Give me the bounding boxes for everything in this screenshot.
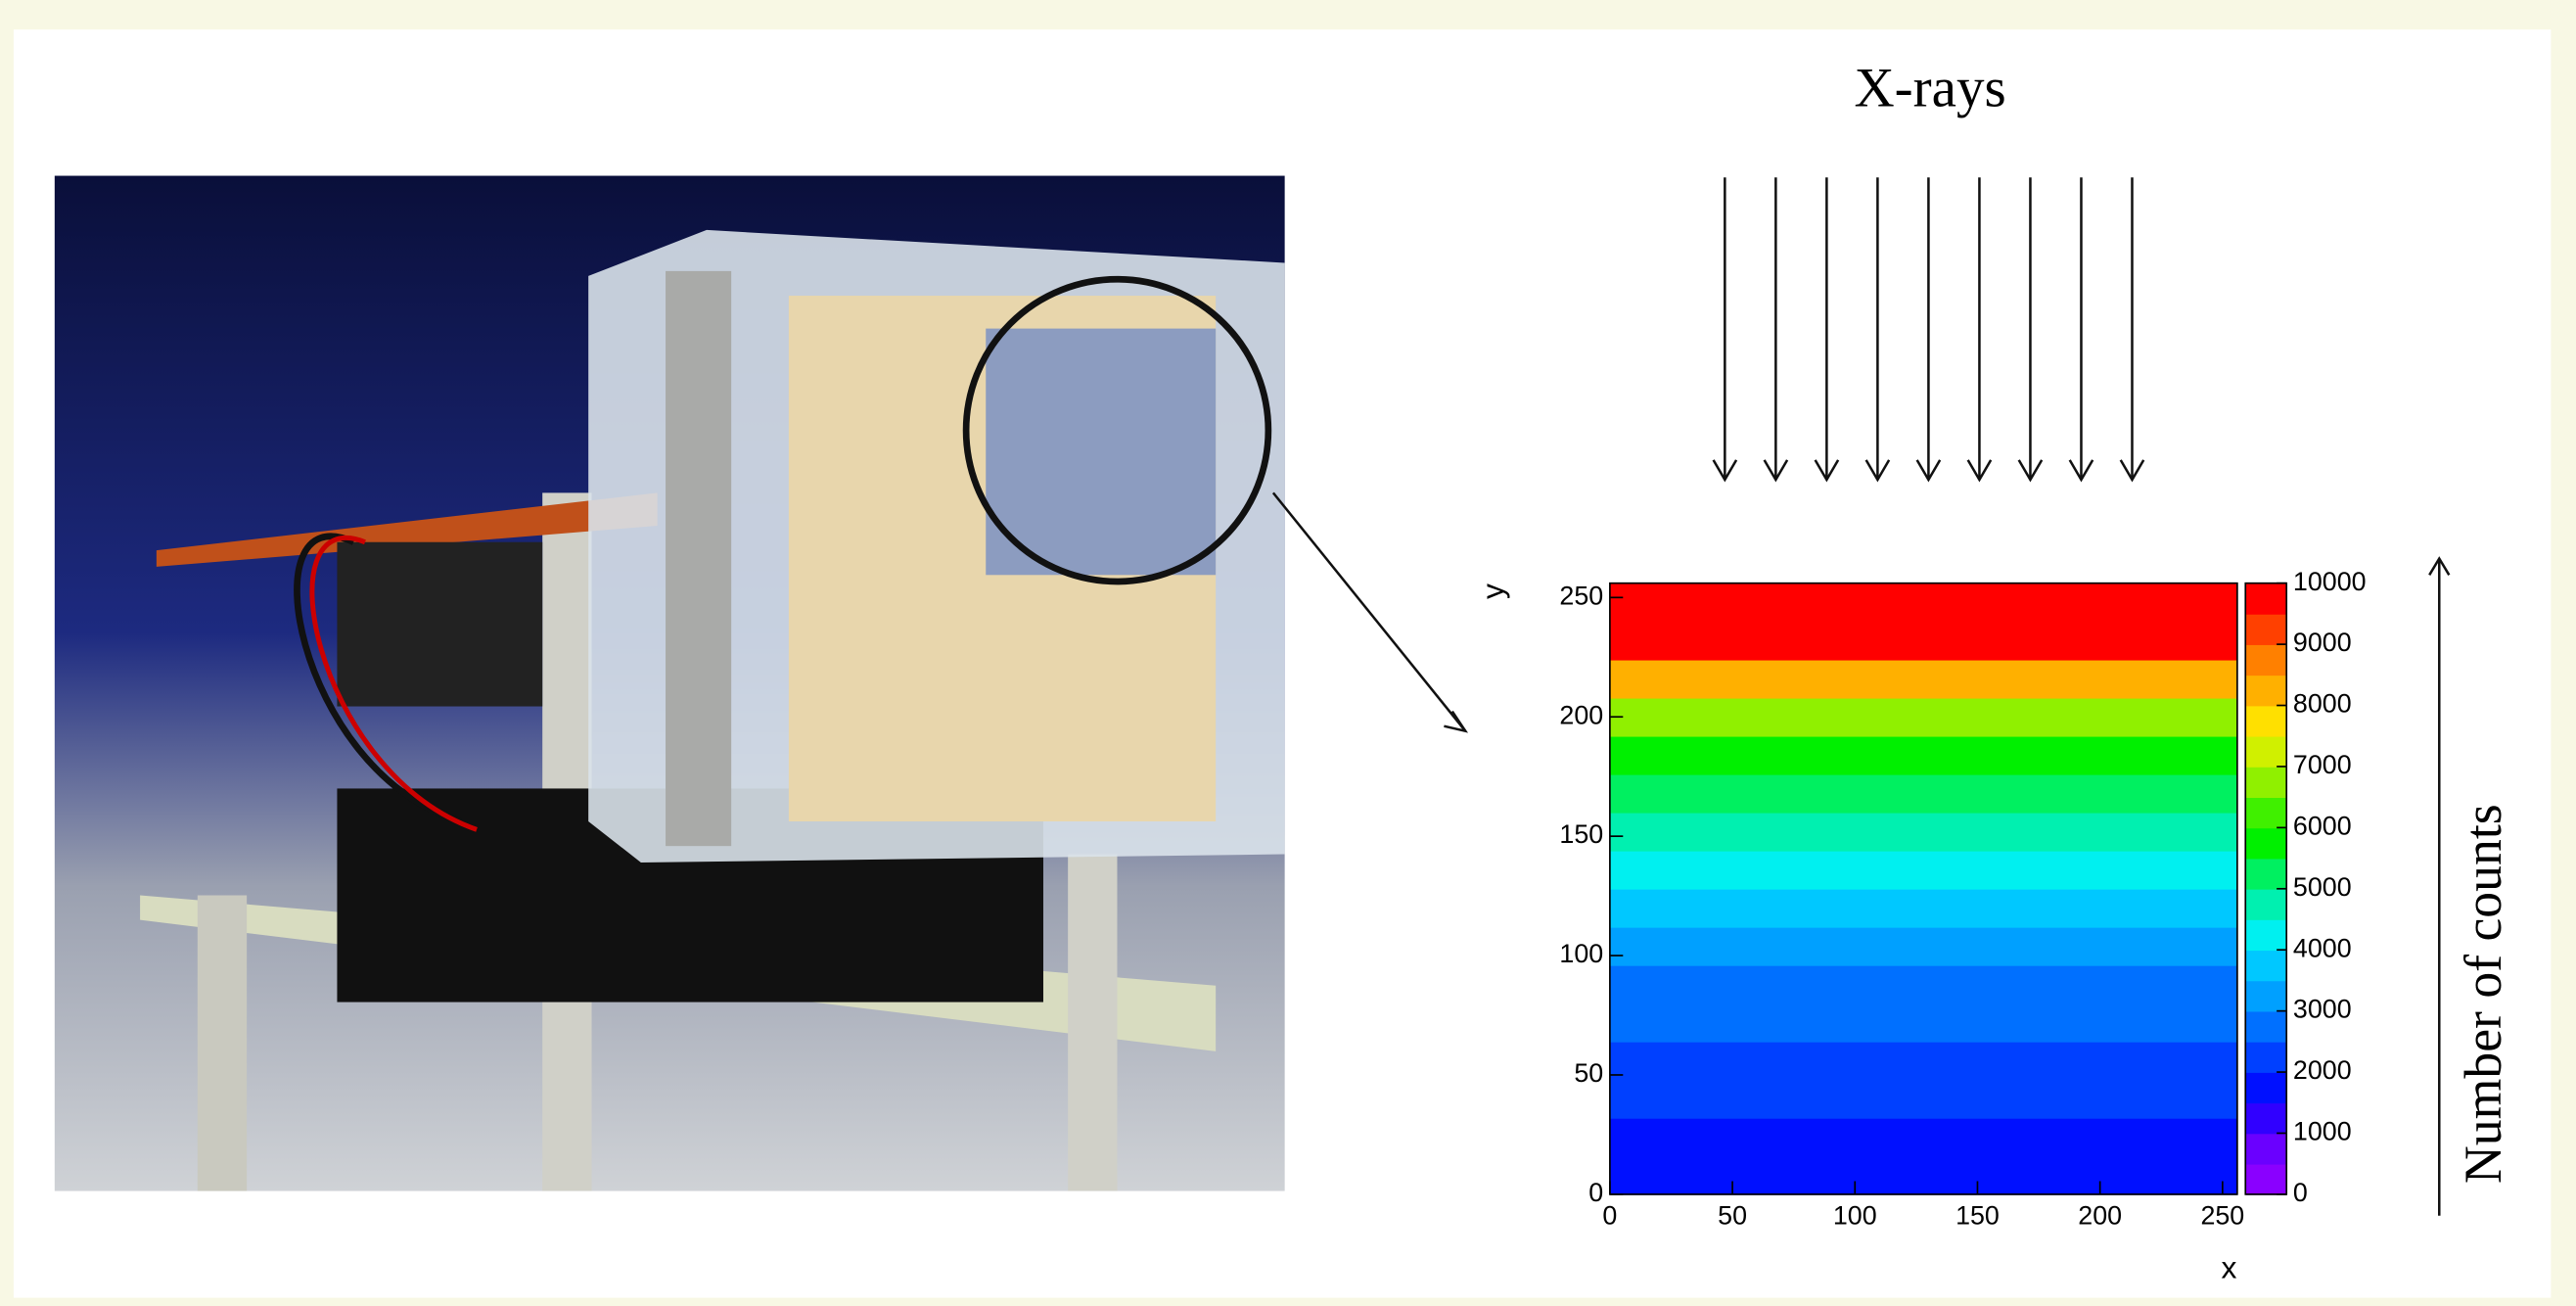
y-tick-label: 100 xyxy=(1559,939,1603,968)
arrowhead xyxy=(1864,459,1891,483)
colorbar-tick-label: 6000 xyxy=(2293,811,2352,840)
colorbar-tick-label: 5000 xyxy=(2293,872,2352,902)
x-tick-label: 0 xyxy=(1602,1200,1617,1230)
colorbar-tick-label: 1000 xyxy=(2293,1117,2352,1146)
arrowhead xyxy=(1763,459,1789,483)
heatmap-cell xyxy=(1609,659,2237,699)
colorbar-band xyxy=(2245,766,2287,798)
xrays-label: X-rays xyxy=(1854,58,2005,119)
xray-arrows xyxy=(1712,177,2145,483)
colorbar-band xyxy=(2245,1041,2287,1073)
heatmap-cell xyxy=(1609,850,2237,890)
y-tick-label: 150 xyxy=(1559,819,1603,849)
heatmap-cell xyxy=(1609,964,2237,1004)
colorbar-band xyxy=(2245,919,2287,952)
heatmap-cell xyxy=(1609,1003,2237,1043)
y-axis-label: y xyxy=(1475,583,1510,599)
x-tick-label: 50 xyxy=(1718,1200,1747,1230)
heatmap-cell xyxy=(1609,583,2237,623)
heatmap-cell xyxy=(1609,697,2237,737)
x-tick-label: 200 xyxy=(2078,1200,2122,1230)
colorbar-band xyxy=(2245,1133,2287,1165)
counts-arrowhead xyxy=(2428,556,2451,576)
x-axis-label: x xyxy=(2222,1250,2237,1285)
colorbar-tick-label: 7000 xyxy=(2293,750,2352,779)
colorbar-tick-label: 10000 xyxy=(2293,567,2367,596)
colorbar-tick-label: 9000 xyxy=(2293,628,2352,657)
colorbar-tick-label: 4000 xyxy=(2293,933,2352,962)
heatmap-cell xyxy=(1609,1117,2237,1157)
colorbar-tick-label: 0 xyxy=(2293,1178,2308,1207)
colorbar-tick-label: 3000 xyxy=(2293,995,2352,1024)
y-tick-label: 200 xyxy=(1559,700,1603,729)
colorbar-band xyxy=(2245,1163,2287,1195)
x-tick-label: 100 xyxy=(1833,1200,1877,1230)
colorbar-band xyxy=(2245,705,2287,737)
colorbar-band xyxy=(2245,613,2287,645)
colorbar-band xyxy=(2245,980,2287,1012)
arrowhead xyxy=(1712,459,1738,483)
colorbar-band xyxy=(2245,1072,2287,1104)
colorbar-band xyxy=(2245,735,2287,768)
colorbar-tick-label: 8000 xyxy=(2293,689,2352,719)
colorbar-band xyxy=(2245,1102,2287,1135)
heatmap-cell xyxy=(1609,1079,2237,1119)
colorbar-band xyxy=(2245,583,2287,615)
colorbar-tick-label: 2000 xyxy=(2293,1055,2352,1085)
y-tick-label: 50 xyxy=(1574,1058,1603,1088)
colorbar-band xyxy=(2245,858,2287,890)
x-tick-label: 250 xyxy=(2200,1200,2244,1230)
heatmap-cell xyxy=(1609,888,2237,928)
heatmap-cell xyxy=(1609,926,2237,966)
y-tick-label: 250 xyxy=(1559,581,1603,610)
arrowhead xyxy=(1814,459,1840,483)
zoom-arrowhead xyxy=(1444,710,1469,733)
heatmap-cell xyxy=(1609,812,2237,852)
heatmap-cell xyxy=(1609,621,2237,661)
colorbar-band xyxy=(2245,950,2287,982)
y-tick-label: 0 xyxy=(1588,1178,1603,1207)
plot-frame xyxy=(1609,582,2238,1195)
colorbar-band xyxy=(2245,675,2287,707)
colorbar-band xyxy=(2245,797,2287,829)
arrowhead xyxy=(1966,459,1993,483)
heatmap-cell xyxy=(1609,773,2237,814)
colorbar-band xyxy=(2245,1010,2287,1043)
heatmap-cell xyxy=(1609,1155,2237,1195)
colorbar-band xyxy=(2245,888,2287,920)
heatmap-cell xyxy=(1609,735,2237,775)
heatmap-cell xyxy=(1609,1041,2237,1081)
x-tick-label: 150 xyxy=(1955,1200,2000,1230)
arrowhead xyxy=(2068,459,2094,483)
photo xyxy=(54,175,1285,1191)
colorbar-band xyxy=(2245,827,2287,860)
arrowhead xyxy=(2119,459,2145,483)
zoom-line xyxy=(1271,491,1467,732)
arrowhead xyxy=(1915,459,1942,483)
arrowhead xyxy=(2017,459,2044,483)
heatmap: 0 50 100 150 200 250 0 50 100 150 200 250 0 1000 2000 3… xyxy=(1559,567,2366,1231)
colorbar-band xyxy=(2245,644,2287,676)
counts-label: Number of counts xyxy=(2454,804,2512,1184)
